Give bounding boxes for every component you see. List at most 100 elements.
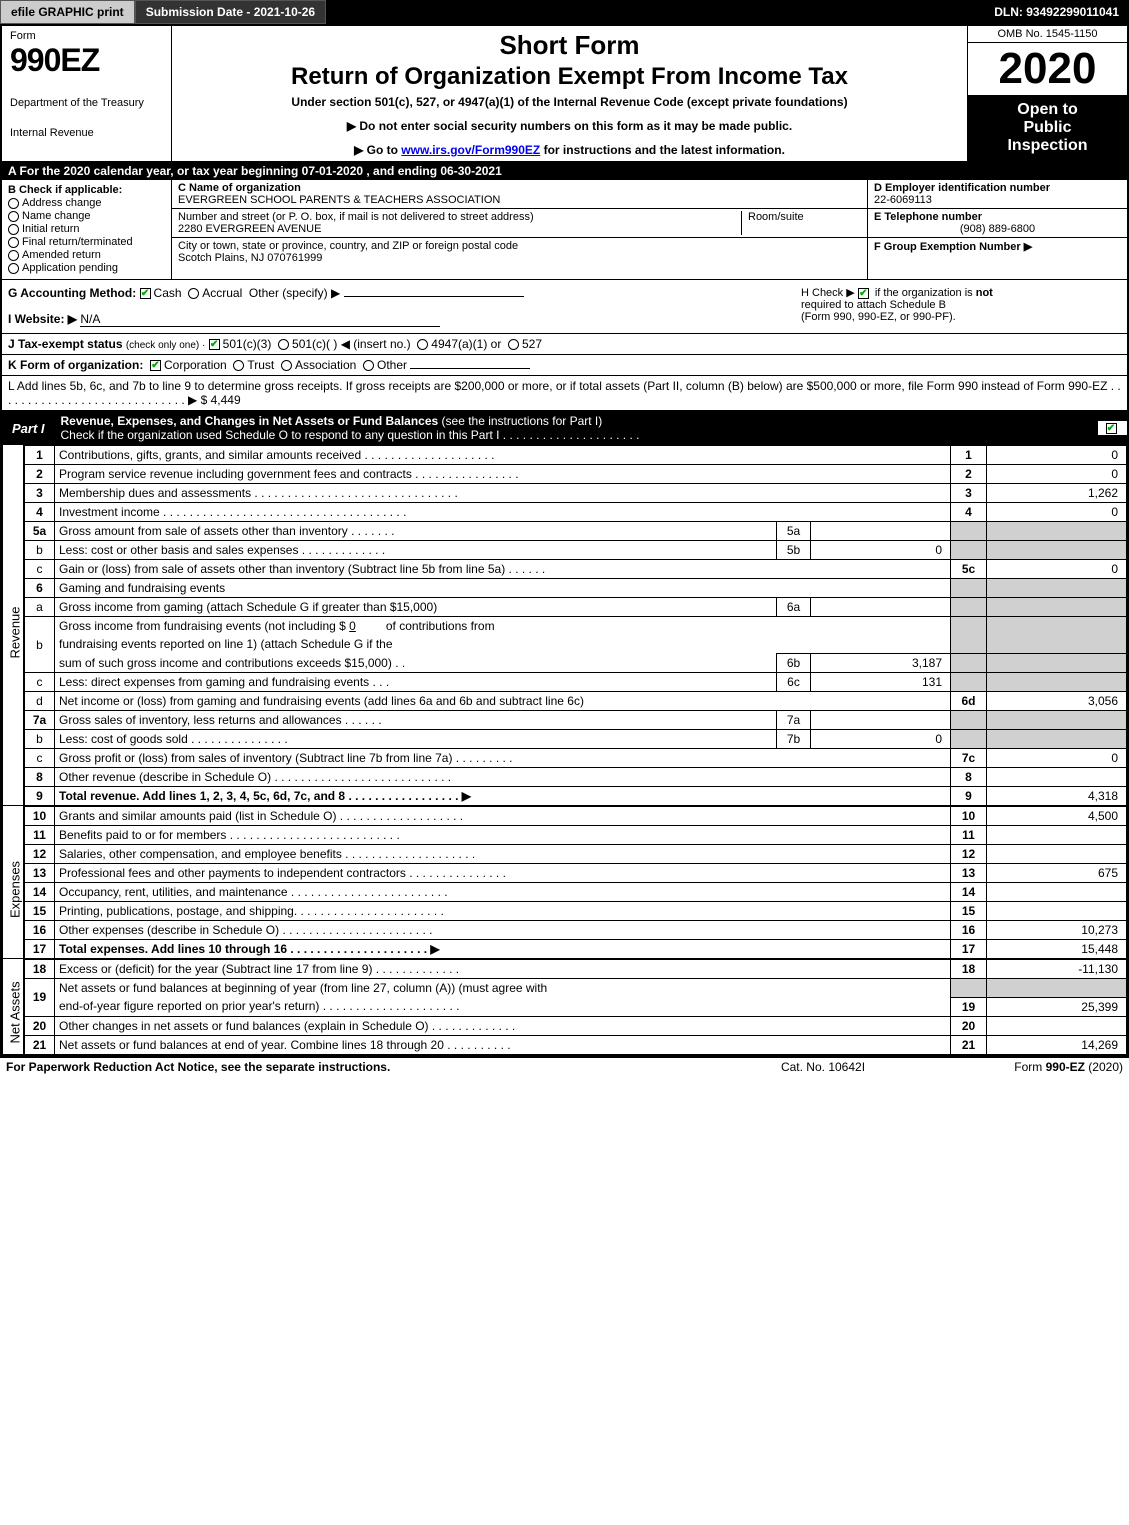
inspection-l3: Inspection [970,137,1125,155]
chk-4947[interactable] [417,339,428,350]
c-addr-value: 2280 EVERGREEN AVENUE [178,223,741,235]
chk-final-return[interactable]: Final return/terminated [8,236,165,248]
c-addr-row: Number and street (or P. O. box, if mail… [172,209,867,238]
j-label: J Tax-exempt status [8,337,123,351]
line-16: 16Other expenses (describe in Schedule O… [25,921,1127,940]
line-5b: bLess: cost or other basis and sales exp… [25,541,1127,560]
line-20: 20Other changes in net assets or fund ba… [25,1016,1127,1035]
goto-note: ▶ Go to www.irs.gov/Form990EZ for instru… [180,143,959,157]
c-city-label: City or town, state or province, country… [178,240,518,252]
line-18: 18Excess or (deficit) for the year (Subt… [25,960,1127,979]
line-6c: cLess: direct expenses from gaming and f… [25,673,1127,692]
k-line: K Form of organization: Corporation Trus… [2,355,1127,376]
f-label: F Group Exemption Number ▶ [874,241,1032,253]
opt-corp: Corporation [164,358,227,372]
dept-treasury: Department of the Treasury [10,97,163,109]
submission-date-button[interactable]: Submission Date - 2021-10-26 [135,0,326,24]
form-number: 990EZ [10,42,163,79]
chk-501c3[interactable] [209,339,220,350]
line-6: 6Gaming and fundraising events [25,579,1127,598]
g-label: G Accounting Method: [8,286,136,300]
room-suite: Room/suite [741,211,861,235]
topbar-spacer [326,0,984,24]
inspection-box: Open to Public Inspection [968,95,1127,161]
f-group-exemption: F Group Exemption Number ▶ [868,238,1127,279]
h-check: H Check ▶ if the organization is not req… [801,286,1121,327]
other-specify-input[interactable] [344,296,524,297]
header-center: Short Form Return of Organization Exempt… [172,26,967,161]
block-bcde: B Check if applicable: Address change Na… [2,180,1127,280]
footer-left: For Paperwork Reduction Act Notice, see … [6,1060,723,1074]
cash-label: Cash [154,286,182,300]
line-11: 11Benefits paid to or for members . . . … [25,826,1127,845]
netassets-section: Net Assets 18Excess or (deficit) for the… [2,959,1127,1055]
l6b-d1: Gross income from fundraising events (no… [59,619,346,633]
chk-cash[interactable] [140,288,151,299]
expenses-table: 10Grants and similar amounts paid (list … [24,806,1127,959]
chk-other-org[interactable] [363,360,374,371]
c-city-row: City or town, state or province, country… [172,238,867,279]
e-phone: E Telephone number (908) 889-6800 [868,209,1127,238]
footer: For Paperwork Reduction Act Notice, see … [0,1057,1129,1076]
c-name-label: C Name of organization [178,182,500,194]
line-6d: dNet income or (loss) from gaming and fu… [25,692,1127,711]
col-b: B Check if applicable: Address change Na… [2,180,172,279]
part1-title-bold: Revenue, Expenses, and Changes in Net As… [61,414,439,428]
h-not: not [976,287,993,299]
line-6b-3: sum of such gross income and contributio… [25,654,1127,673]
chk-initial-return[interactable]: Initial return [8,223,165,235]
chk-amended-return[interactable]: Amended return [8,249,165,261]
chk-name-change[interactable]: Name change [8,210,165,222]
part1-checkbox-cell [1097,421,1127,435]
form-word: Form [10,30,163,42]
opt-501c: 501(c)( ) ◀ (insert no.) [292,337,411,351]
efile-print-button[interactable]: efile GRAPHIC print [0,0,135,24]
other-label: Other (specify) ▶ [249,286,340,300]
line-1: 1Contributions, gifts, grants, and simil… [25,446,1127,465]
tax-year: 2020 [968,43,1127,95]
footer-right: Form 990-EZ (2020) [923,1060,1123,1074]
part1-subline: Check if the organization used Schedule … [61,428,640,442]
chk-application-pending[interactable]: Application pending [8,262,165,274]
opt-527: 527 [522,337,542,351]
top-bar: efile GRAPHIC print Submission Date - 20… [0,0,1129,24]
part1-title: Revenue, Expenses, and Changes in Net As… [55,411,1097,445]
line-2: 2Program service revenue including gover… [25,465,1127,484]
j-line: J Tax-exempt status (check only one) · 5… [2,334,1127,355]
other-org-input[interactable] [410,368,530,369]
goto-post: for instructions and the latest informat… [540,143,785,157]
line-9: 9Total revenue. Add lines 1, 2, 3, 4, 5c… [25,787,1127,806]
chk-trust[interactable] [233,360,244,371]
j-sub: (check only one) · [126,340,205,351]
part1-title-rest: (see the instructions for Part I) [438,414,602,428]
ssn-note: ▶ Do not enter social security numbers o… [180,119,959,133]
opt-4947: 4947(a)(1) or [431,337,501,351]
chk-501c[interactable] [278,339,289,350]
line-5c: cGain or (loss) from sale of assets othe… [25,560,1127,579]
col-b-title: B Check if applicable: [8,184,165,196]
chk-accrual[interactable] [188,288,199,299]
chk-527[interactable] [508,339,519,350]
col-c: C Name of organization EVERGREEN SCHOOL … [172,180,867,279]
d-ein: D Employer identification number 22-6069… [868,180,1127,209]
chk-schedule-b[interactable] [858,288,869,299]
line-6b: b Gross income from fundraising events (… [25,617,1127,636]
l6b-d1v: 0 [349,619,356,633]
chk-address-change[interactable]: Address change [8,197,165,209]
h-post2: required to attach Schedule B [801,299,946,311]
c-city-value: Scotch Plains, NJ 070761999 [178,252,518,264]
line-7b: bLess: cost of goods sold . . . . . . . … [25,730,1127,749]
goto-pre: ▶ Go to [354,143,401,157]
dln-label: DLN: 93492299011041 [984,0,1129,24]
chk-association[interactable] [281,360,292,371]
c-name-value: EVERGREEN SCHOOL PARENTS & TEACHERS ASSO… [178,194,500,206]
line-21: 21Net assets or fund balances at end of … [25,1035,1127,1054]
revenue-section: Revenue 1Contributions, gifts, grants, a… [2,445,1127,806]
irs-link[interactable]: www.irs.gov/Form990EZ [401,143,540,157]
chk-corporation[interactable] [150,360,161,371]
part1-tag: Part I [2,418,55,439]
line-5a: 5aGross amount from sale of assets other… [25,522,1127,541]
line-10: 10Grants and similar amounts paid (list … [25,807,1127,826]
chk-part1-scho[interactable] [1106,423,1117,434]
accrual-label: Accrual [202,286,242,300]
